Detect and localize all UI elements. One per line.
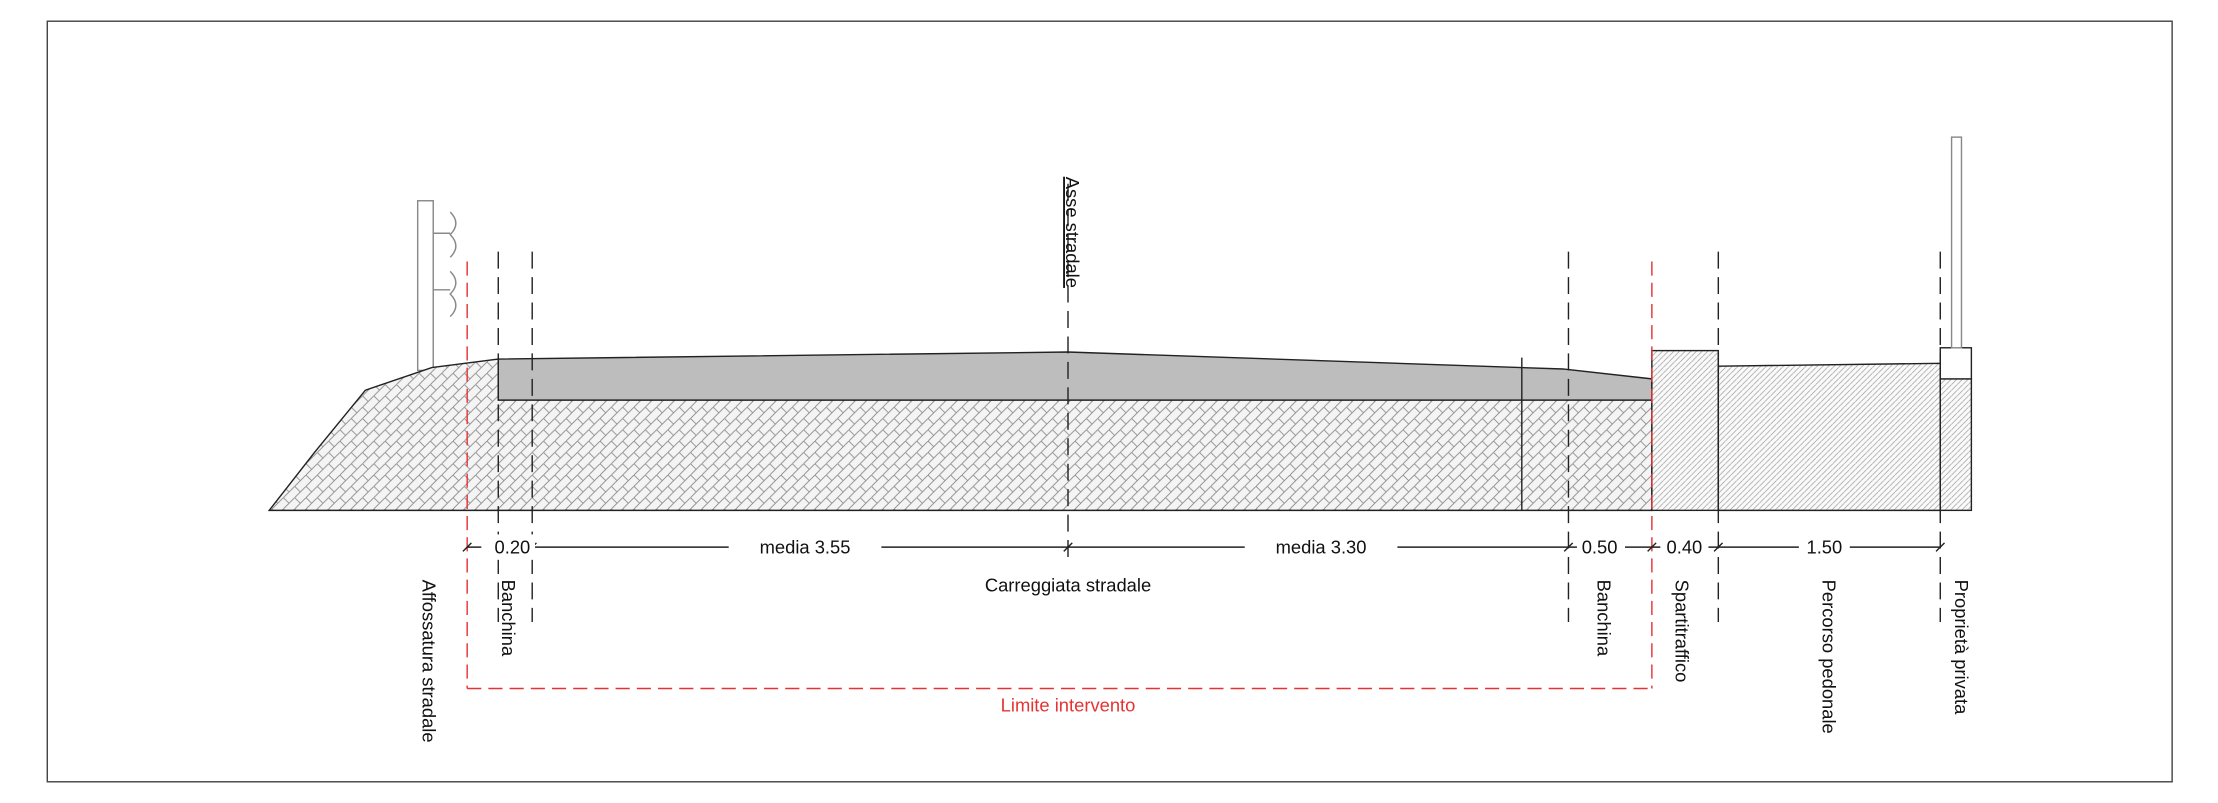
- zone-label: Banchina: [1594, 580, 1615, 657]
- zone-label: Banchina: [498, 580, 519, 657]
- dimension-label: media 3.55: [760, 536, 851, 557]
- zone-label: Proprietà privata: [1951, 580, 1972, 715]
- zone-label: Spartitraffico: [1671, 580, 1692, 683]
- section-label: Carreggiata stradale: [985, 575, 1151, 596]
- label-bg: [728, 534, 882, 560]
- label-bg: [1798, 534, 1850, 560]
- property-ground: [1939, 378, 1973, 512]
- sidewalk: [1717, 362, 1941, 512]
- label-bg: [1660, 534, 1709, 560]
- fence-post: [1950, 136, 1963, 349]
- label-bg: [1576, 534, 1626, 560]
- label-bg: [1244, 534, 1398, 560]
- dimension-label: 1.50: [1806, 536, 1842, 557]
- dimension-label: 0.20: [495, 536, 531, 557]
- dimension-label: 0.50: [1582, 536, 1618, 557]
- zone-label: Percorso pedonale: [1818, 580, 1839, 734]
- fence-base: [1939, 347, 1973, 380]
- limit-label: Limite intervento: [1001, 695, 1136, 716]
- axis-label: Asse stradale: [1062, 177, 1083, 288]
- median: [1651, 349, 1720, 512]
- reference-lines: [466, 183, 1941, 690]
- label-bg: [481, 534, 536, 560]
- dimension-label: media 3.30: [1276, 536, 1367, 557]
- dimension-label: 0.40: [1667, 536, 1703, 557]
- zone-label: Affossatura stradale: [419, 580, 440, 743]
